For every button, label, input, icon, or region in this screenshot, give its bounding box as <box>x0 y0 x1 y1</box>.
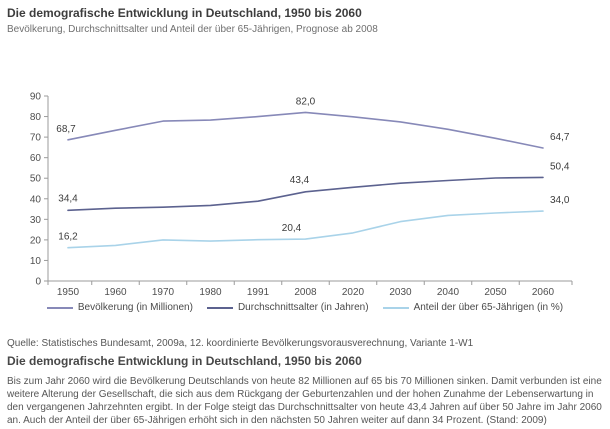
x-tick-label: 2040 <box>437 287 460 298</box>
y-tick-label: 50 <box>30 174 42 185</box>
y-tick-label: 90 <box>30 92 42 103</box>
y-tick-label: 30 <box>30 215 42 226</box>
chart-legend: Bevölkerung (in Millionen) Durchschnittsa… <box>0 302 610 313</box>
x-tick-label: 2060 <box>532 287 555 298</box>
y-tick-label: 40 <box>30 194 42 205</box>
point-label: 16,2 <box>58 232 78 243</box>
x-tick-label: 2008 <box>294 287 317 298</box>
line-chart: 0 10 20 30 40 50 60 70 80 90 1950 1960 1970 1980 1991 2… <box>0 85 610 301</box>
series-line <box>67 176 544 212</box>
legend-label: Anteil der über 65-Jährigen (in %) <box>413 302 564 313</box>
source-note: Quelle: Statistisches Bundesamt, 2009a, … <box>7 338 474 349</box>
legend-item: Bevölkerung (in Millionen) <box>46 302 193 313</box>
article-title: Die demografische Entwicklung in Deutsch… <box>7 354 362 368</box>
x-tick-label: 1980 <box>199 287 222 298</box>
x-tick-label: 2020 <box>342 287 365 298</box>
y-tick-label: 20 <box>30 235 42 246</box>
legend-label: Bevölkerung (in Millionen) <box>77 302 193 313</box>
point-label: 43,4 <box>290 175 310 186</box>
point-label: 68,7 <box>56 124 76 135</box>
y-tick-label: 10 <box>30 256 42 267</box>
legend-item: Anteil der über 65-Jährigen (in %) <box>382 302 564 313</box>
x-tick-label: 1970 <box>152 287 175 298</box>
legend-swatch <box>382 306 409 309</box>
point-label: 20,4 <box>282 223 302 234</box>
y-tick-label: 80 <box>30 112 42 123</box>
x-tick-label: 2050 <box>484 287 507 298</box>
y-tick-label: 70 <box>30 133 42 144</box>
point-label: 50,4 <box>550 161 570 172</box>
series-line <box>67 210 544 249</box>
chart-title: Die demografische Entwicklung in Deutsch… <box>7 6 362 20</box>
legend-swatch <box>206 306 233 309</box>
legend-swatch <box>46 306 73 309</box>
point-label: 82,0 <box>296 96 316 107</box>
y-tick-label: 0 <box>35 277 41 288</box>
x-tick-label: 1950 <box>57 287 80 298</box>
y-tick-label: 60 <box>30 153 42 164</box>
point-label: 34,4 <box>58 193 78 204</box>
x-tick-label: 2030 <box>389 287 412 298</box>
series-line <box>67 111 544 149</box>
legend-label: Durchschnittsalter (in Jahren) <box>237 302 369 313</box>
point-label: 64,7 <box>550 132 570 143</box>
x-tick-label: 1960 <box>104 287 127 298</box>
legend-item: Durchschnittsalter (in Jahren) <box>206 302 369 313</box>
point-label: 34,0 <box>550 195 570 206</box>
chart-header: Die demografische Entwicklung in Deutsch… <box>7 6 603 35</box>
article-body: Bis zum Jahr 2060 wird die Bevölkerung D… <box>7 376 602 426</box>
x-tick-label: 1991 <box>247 287 270 298</box>
chart-subtitle: Bevölkerung, Durchschnittsalter und Ante… <box>7 24 378 35</box>
